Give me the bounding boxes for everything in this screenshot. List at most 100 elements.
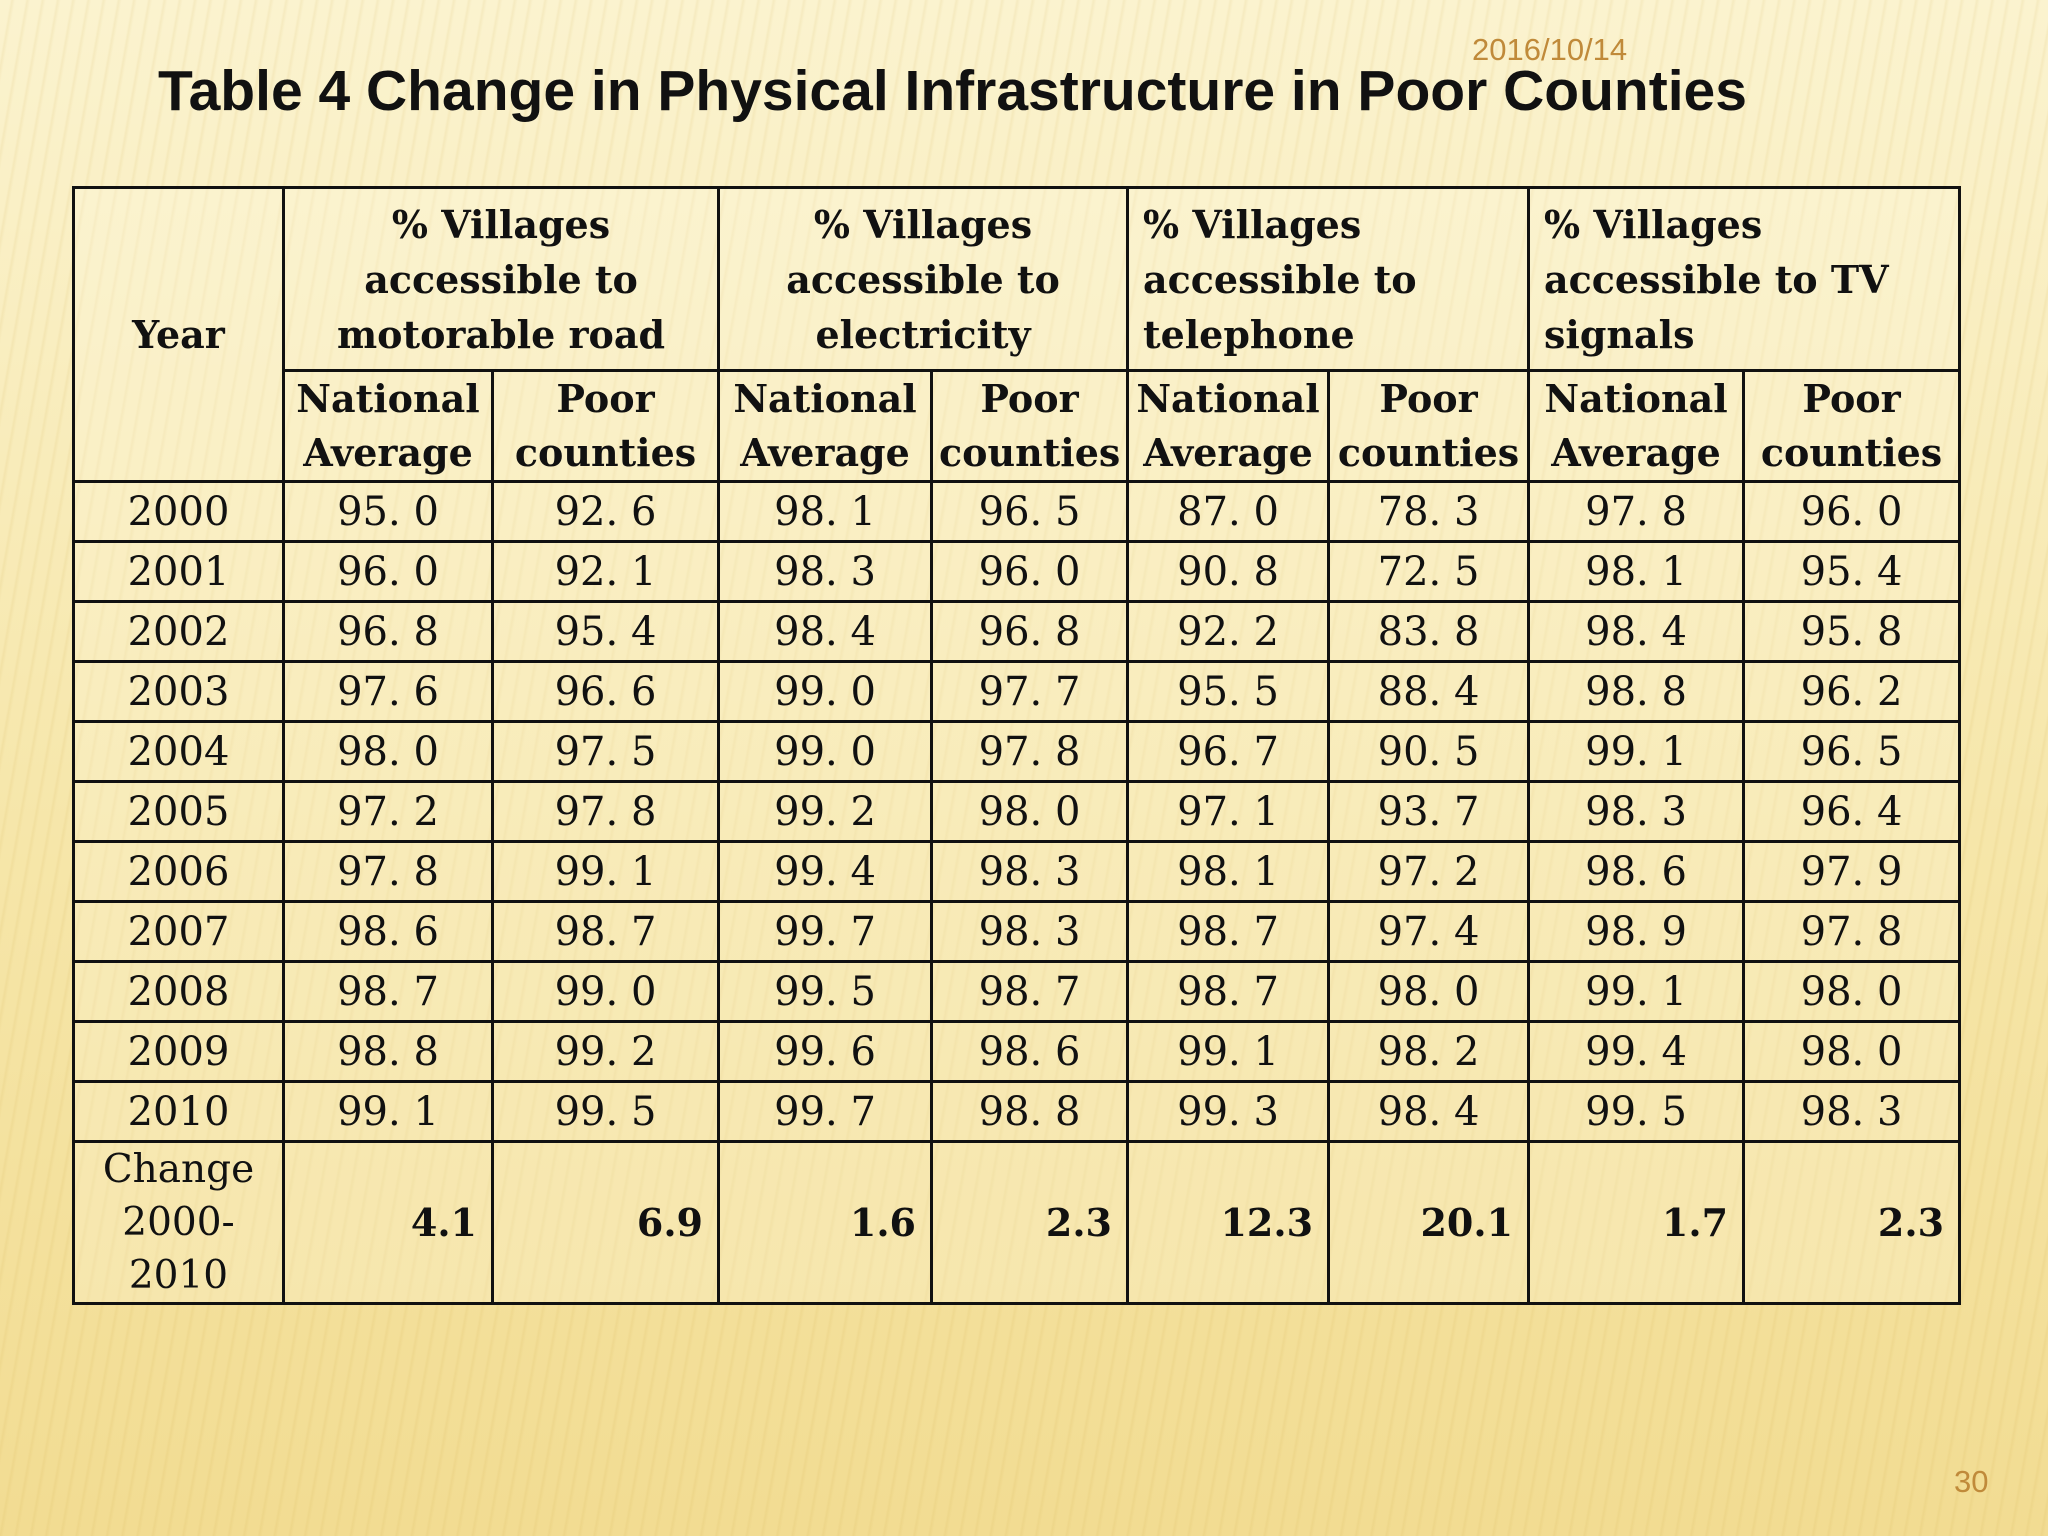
change-cell: 12.3 (1126, 1140, 1331, 1305)
value-cell: 98. 8 (282, 1020, 494, 1083)
subheader-poor-counties: Poor counties (1327, 369, 1531, 483)
value-cell: 96. 7 (1126, 720, 1331, 783)
value-cell: 98. 2 (1327, 1020, 1531, 1083)
change-row: Change 2000- 2010 4.1 6.9 1.6 2.3 12.3 2… (72, 1140, 1962, 1305)
value-cell: 92. 6 (490, 480, 721, 543)
value-cell: 98. 0 (1327, 960, 1531, 1023)
value-cell: 98. 4 (1527, 600, 1746, 663)
value-cell: 95. 0 (282, 480, 494, 543)
year-cell: 2010 (72, 1080, 285, 1143)
value-cell: 99. 1 (1527, 720, 1746, 783)
group-header-telephone: % Villages accessible to telephone (1126, 186, 1531, 372)
year-cell: 2006 (72, 840, 285, 903)
change-cell: 2.3 (930, 1140, 1130, 1305)
subheader-poor-counties: Poor counties (1742, 369, 1962, 483)
value-cell: 98. 0 (930, 780, 1130, 843)
group-header-electricity: % Villages accessible to electricity (717, 186, 1130, 372)
value-cell: 98. 3 (930, 840, 1130, 903)
value-cell: 92. 2 (1126, 600, 1331, 663)
value-cell: 98. 0 (1742, 1020, 1962, 1083)
value-cell: 78. 3 (1327, 480, 1531, 543)
group-header-tv: % Villages accessible to TV signals (1527, 186, 1962, 372)
group-header-road: % Villages accessible to motorable road (281, 186, 721, 372)
value-cell: 96. 4 (1742, 780, 1962, 843)
value-cell: 97. 7 (930, 660, 1130, 723)
value-cell: 96. 5 (930, 480, 1130, 543)
value-cell: 97. 9 (1742, 840, 1962, 903)
value-cell: 98. 3 (1742, 1080, 1962, 1143)
value-cell: 97. 8 (1742, 900, 1962, 963)
change-label-line: Change (102, 1147, 255, 1192)
change-cell: 1.6 (717, 1140, 934, 1305)
value-cell: 98. 7 (282, 960, 494, 1023)
value-cell: 97. 2 (1327, 840, 1531, 903)
value-cell: 99. 6 (717, 1020, 934, 1083)
value-cell: 97. 4 (1327, 900, 1531, 963)
value-cell: 99. 5 (717, 960, 934, 1023)
value-cell: 98. 6 (930, 1020, 1130, 1083)
value-cell: 98. 1 (717, 480, 934, 543)
year-cell: 2001 (72, 540, 285, 603)
value-cell: 90. 8 (1126, 540, 1331, 603)
change-cell: 2.3 (1742, 1140, 1962, 1305)
value-cell: 96. 0 (930, 540, 1130, 603)
value-cell: 97. 6 (282, 660, 494, 723)
value-cell: 90. 5 (1327, 720, 1531, 783)
change-cell: 4.1 (282, 1140, 494, 1305)
value-cell: 99. 1 (490, 840, 721, 903)
value-cell: 99. 4 (1527, 1020, 1746, 1083)
change-cell: 6.9 (490, 1140, 721, 1305)
value-cell: 96. 5 (1742, 720, 1962, 783)
value-cell: 98. 8 (1527, 660, 1746, 723)
subheader-national-average: National Average (1527, 369, 1746, 483)
value-cell: 96. 0 (282, 540, 494, 603)
value-cell: 97. 8 (1527, 480, 1746, 543)
subheader-row: National Average Poor counties National … (74, 369, 1962, 483)
value-cell: 97. 8 (282, 840, 494, 903)
value-cell: 99. 7 (717, 1080, 934, 1143)
change-label: Change 2000- 2010 (72, 1140, 285, 1305)
value-cell: 95. 8 (1742, 600, 1962, 663)
value-cell: 99. 7 (717, 900, 934, 963)
value-cell: 99. 1 (1527, 960, 1746, 1023)
value-cell: 98. 6 (1527, 840, 1746, 903)
value-cell: 99. 2 (490, 1020, 721, 1083)
value-cell: 98. 8 (930, 1080, 1130, 1143)
value-cell: 95. 4 (1742, 540, 1962, 603)
change-cell: 1.7 (1527, 1140, 1746, 1305)
value-cell: 97. 5 (490, 720, 721, 783)
value-cell: 99. 1 (282, 1080, 494, 1143)
value-cell: 99. 3 (1126, 1080, 1331, 1143)
value-cell: 98. 1 (1527, 540, 1746, 603)
year-cell: 2007 (72, 900, 285, 963)
value-cell: 99. 0 (490, 960, 721, 1023)
change-label-line: 2000- (122, 1200, 235, 1245)
value-cell: 92. 1 (490, 540, 721, 603)
value-cell: 72. 5 (1327, 540, 1531, 603)
value-cell: 96. 8 (282, 600, 494, 663)
value-cell: 99. 0 (717, 720, 934, 783)
year-cell: 2003 (72, 660, 285, 723)
slide-title: Table 4 Change in Physical Infrastructur… (158, 59, 1747, 123)
value-cell: 96. 8 (930, 600, 1130, 663)
value-cell: 98. 0 (282, 720, 494, 783)
value-cell: 98. 4 (1327, 1080, 1531, 1143)
year-cell: 2002 (72, 600, 285, 663)
infrastructure-table: Year % Villages accessible to motorable … (72, 186, 1962, 1305)
value-cell: 98. 7 (1126, 900, 1331, 963)
value-cell: 93. 7 (1327, 780, 1531, 843)
value-cell: 96. 6 (490, 660, 721, 723)
value-cell: 99. 1 (1126, 1020, 1331, 1083)
value-cell: 98. 1 (1126, 840, 1331, 903)
year-cell: 2000 (72, 480, 285, 543)
value-cell: 98. 7 (490, 900, 721, 963)
value-cell: 97. 1 (1126, 780, 1331, 843)
value-cell: 98. 7 (930, 960, 1130, 1023)
